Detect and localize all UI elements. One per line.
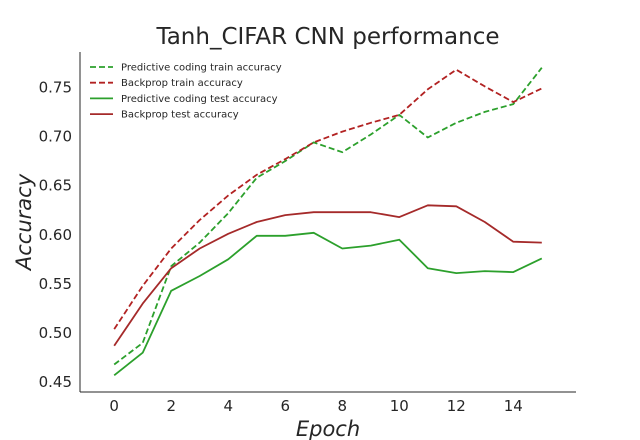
x-tick-label: 10 — [390, 397, 409, 415]
x-tick-label: 6 — [280, 397, 290, 415]
x-tick-label: 12 — [447, 397, 466, 415]
y-tick-label: 0.50 — [39, 324, 72, 342]
chart-title: Tanh_CIFAR CNN performance — [155, 24, 499, 50]
x-tick-label: 8 — [337, 397, 347, 415]
series-line-3 — [113, 231, 543, 377]
legend-entry: Predictive coding test accuracy — [121, 94, 278, 105]
plot-area: 0 2 4 6 8 10 12 14 0.45 0.50 0.55 0.60 0.65 0.70 0.75 — [39, 52, 576, 415]
series-line-2 — [113, 68, 543, 330]
y-tick-label: 0.55 — [39, 275, 72, 293]
series-line-1 — [113, 67, 543, 366]
y-axis-label: Accuracy — [12, 173, 36, 272]
x-tick-label: 14 — [504, 397, 523, 415]
legend-entry: Backprop train accuracy — [121, 78, 243, 89]
series-line-4 — [113, 204, 542, 347]
x-tick-label: 2 — [166, 397, 176, 415]
x-tick-label: 4 — [223, 397, 233, 415]
y-tick-label: 0.65 — [39, 177, 72, 195]
legend: Predictive coding train accuracy Backprop… — [90, 63, 282, 121]
legend-entry: Predictive coding train accuracy — [121, 63, 282, 74]
x-tick-label: 0 — [109, 397, 119, 415]
y-tick-label: 0.45 — [39, 373, 72, 391]
y-tick-label: 0.70 — [39, 128, 72, 146]
series-lines — [113, 67, 543, 377]
y-tick-label: 0.75 — [39, 78, 72, 96]
legend-entry: Backprop test accuracy — [121, 110, 239, 121]
y-tick-label: 0.60 — [39, 226, 72, 244]
x-axis-label: Epoch — [296, 417, 360, 440]
